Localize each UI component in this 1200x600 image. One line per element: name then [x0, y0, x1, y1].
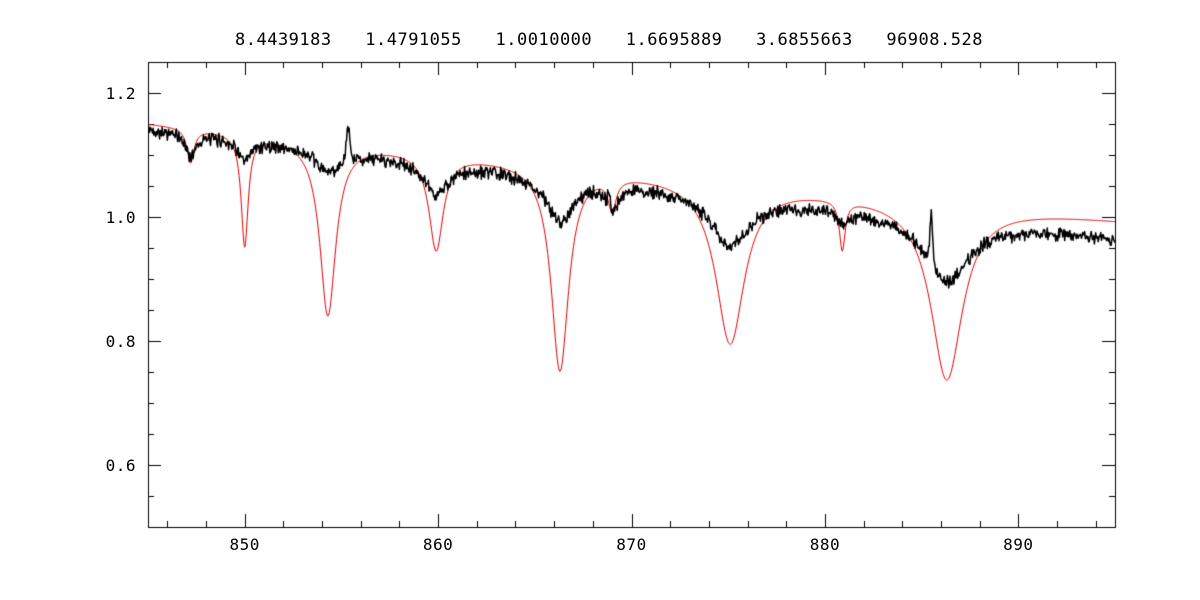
fit-parameter-value: 1.4791055 [365, 30, 462, 50]
y-tick-label: 1.0 [105, 208, 136, 227]
x-tick-label: 870 [616, 535, 647, 554]
fit-parameter-value: 3.6855663 [756, 30, 853, 50]
fit-parameter-value: 1.6695889 [625, 30, 723, 50]
fit-parameter-value: 1.0010000 [495, 30, 593, 50]
fit-parameters-row: 8.4439183 1.4791055 1.0010000 1.6695889 … [235, 30, 983, 50]
x-tick-label: 850 [229, 535, 260, 554]
y-tick-label: 1.2 [105, 84, 136, 103]
x-tick-label: 890 [1003, 535, 1034, 554]
fit-parameter-value: 8.4439183 [235, 30, 332, 50]
x-tick-label: 860 [422, 535, 454, 554]
x-tick-label: 880 [809, 535, 841, 554]
y-tick-label: 0.6 [105, 456, 136, 475]
y-tick-label: 0.8 [105, 332, 136, 351]
fit-parameter-value: 96908.528 [886, 30, 983, 50]
